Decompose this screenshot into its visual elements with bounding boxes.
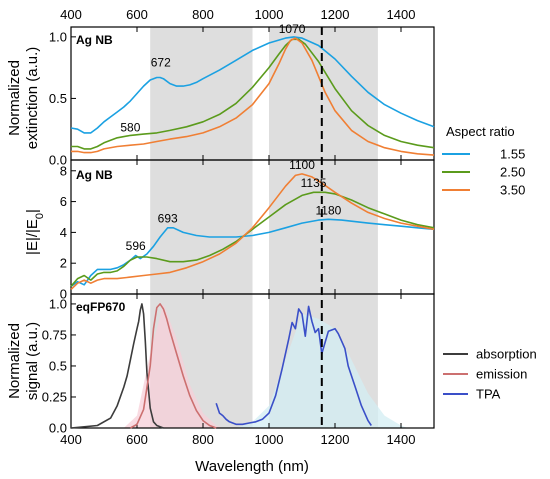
legend-label-absorption: absorption bbox=[476, 347, 537, 362]
legend-aspect-title: Aspect ratio bbox=[446, 124, 515, 139]
legend-label-TPA: TPA bbox=[476, 387, 501, 402]
ylabel-field-part1: |E|/|E bbox=[24, 219, 41, 255]
xtick-label-top: 1200 bbox=[321, 7, 350, 22]
series-line-2-50 bbox=[71, 38, 435, 150]
panel-label-field: Ag NB bbox=[76, 168, 113, 182]
ytick-label: 0.0 bbox=[49, 153, 67, 168]
ytick-label: 2 bbox=[60, 256, 67, 271]
ytick-label: 1.0 bbox=[49, 296, 67, 311]
xtick-label-bottom: 600 bbox=[126, 432, 148, 447]
ytick-label: 0.5 bbox=[49, 91, 67, 106]
xlabel: Wavelength (nm) bbox=[195, 458, 309, 475]
ytick-label: 4 bbox=[60, 225, 67, 240]
annotation-580: 580 bbox=[120, 121, 140, 135]
legend-label-2.50: 2.50 bbox=[500, 165, 525, 180]
ytick-label: 0 bbox=[60, 287, 67, 302]
ytick-label: 6 bbox=[60, 194, 67, 209]
panel-label-extinction: Ag NB bbox=[76, 33, 113, 47]
series-line-3-50 bbox=[70, 173, 435, 290]
xtick-label-top: 800 bbox=[192, 7, 214, 22]
xtick-label-top: 1000 bbox=[255, 7, 284, 22]
ytick-label: 0.0 bbox=[49, 421, 67, 436]
xtick-label-bottom: 400 bbox=[60, 432, 82, 447]
series-line-3-50 bbox=[71, 37, 435, 156]
ytick-label: 1.0 bbox=[49, 29, 67, 44]
chart-text: Ag NB Ag NB eqFP670 Normalized extinctio… bbox=[6, 22, 515, 475]
legend-label-1.55: 1.55 bbox=[500, 147, 525, 162]
ylabel-field: |E|/|E0| bbox=[24, 209, 46, 255]
xtick-label-top: 400 bbox=[60, 7, 82, 22]
ytick-label: 0.75 bbox=[42, 327, 67, 342]
annotation-1135: 1135 bbox=[301, 176, 327, 190]
legend-label-emission: emission bbox=[476, 367, 527, 382]
xtick-label-top: 600 bbox=[126, 7, 148, 22]
ytick-label: 0.25 bbox=[42, 389, 67, 404]
ylabel-field-sub: 0 bbox=[34, 213, 46, 219]
ylabel-extinction-line1: Normalized bbox=[6, 60, 23, 136]
series-line-emission bbox=[130, 303, 217, 429]
legends: 1.55 2.50 3.50 absorption emission TPA bbox=[442, 147, 537, 402]
ytick-label: 8 bbox=[60, 163, 67, 178]
series-line-TPA bbox=[215, 305, 372, 426]
ylabel-signal-line2: signal (a.u.) bbox=[24, 322, 41, 400]
annotation-693: 693 bbox=[158, 211, 178, 225]
annotation-1100: 1100 bbox=[289, 158, 315, 172]
ylabel-extinction-line2: extinction (a.u.) bbox=[24, 47, 41, 150]
ylabel-signal-line1: Normalized bbox=[6, 323, 23, 399]
series-lines bbox=[70, 36, 435, 429]
xtick-label-bottom: 1200 bbox=[321, 432, 350, 447]
annotation-1070: 1070 bbox=[279, 22, 306, 36]
xtick-label-bottom: 800 bbox=[192, 432, 214, 447]
panel-frames bbox=[70, 26, 435, 429]
series-line-absorption bbox=[70, 303, 164, 429]
panel-frame-2 bbox=[70, 293, 435, 429]
xtick-label-top: 1400 bbox=[387, 7, 416, 22]
panel-label-protein: eqFP670 bbox=[76, 300, 126, 314]
xtick-label-bottom: 1000 bbox=[255, 432, 284, 447]
legend-label-3.50: 3.50 bbox=[500, 183, 525, 198]
xtick-label-bottom: 1400 bbox=[387, 432, 416, 447]
annotation-672: 672 bbox=[151, 55, 171, 69]
annotation-596: 596 bbox=[126, 239, 146, 253]
annotation-1180: 1180 bbox=[315, 204, 341, 218]
series-line-1-55 bbox=[70, 36, 435, 134]
ytick-label: 0.5 bbox=[49, 358, 67, 373]
ylabel-field-part3: | bbox=[24, 209, 41, 213]
series-line-1-55 bbox=[70, 218, 435, 287]
series-line-2-50 bbox=[70, 191, 435, 287]
